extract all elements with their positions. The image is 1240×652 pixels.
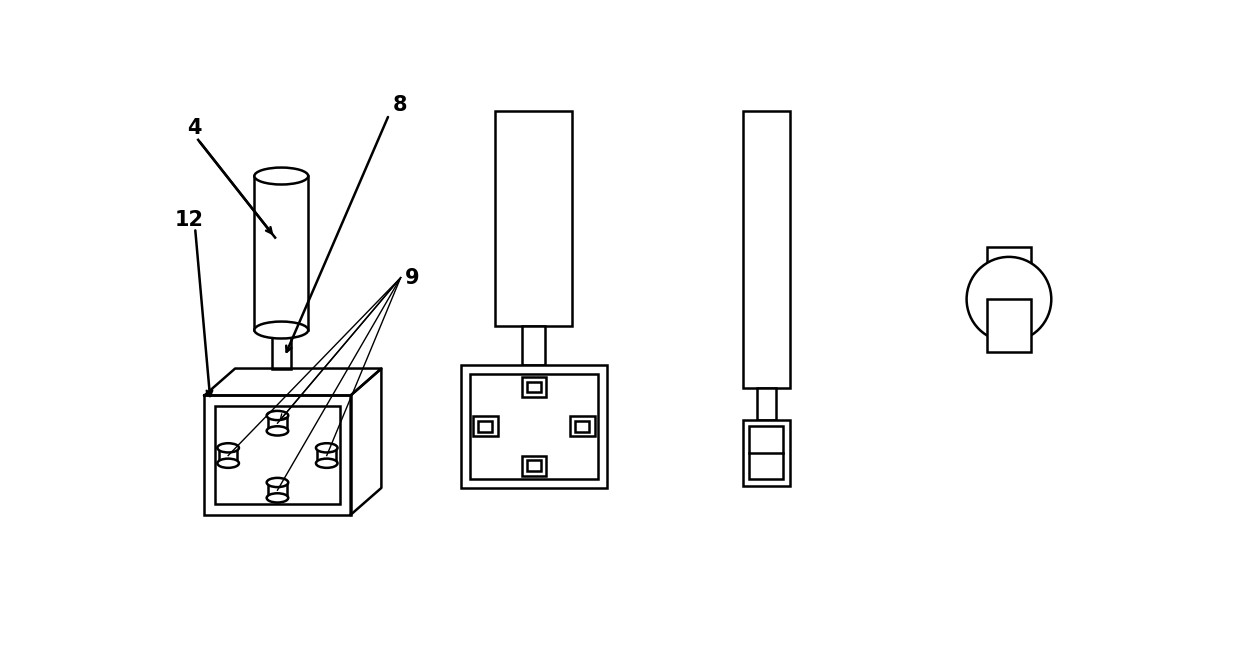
- Ellipse shape: [267, 411, 288, 420]
- Bar: [254, 176, 309, 330]
- Bar: [461, 364, 608, 488]
- Ellipse shape: [254, 321, 309, 338]
- Ellipse shape: [316, 458, 337, 468]
- Bar: [575, 421, 589, 432]
- Bar: [470, 374, 598, 479]
- Bar: [495, 111, 573, 326]
- Bar: [522, 456, 546, 475]
- Text: 12: 12: [175, 210, 205, 230]
- Ellipse shape: [217, 443, 239, 452]
- Ellipse shape: [267, 494, 288, 503]
- Bar: [743, 111, 790, 388]
- Bar: [317, 448, 336, 463]
- Bar: [268, 482, 286, 498]
- Bar: [527, 381, 541, 393]
- Text: 4: 4: [187, 117, 202, 138]
- Bar: [219, 448, 237, 463]
- Bar: [268, 415, 286, 431]
- Ellipse shape: [217, 458, 239, 468]
- Bar: [272, 330, 290, 368]
- Text: 9: 9: [404, 268, 419, 288]
- Bar: [743, 420, 790, 486]
- Ellipse shape: [254, 168, 309, 185]
- Bar: [570, 416, 595, 436]
- Bar: [749, 426, 784, 479]
- Ellipse shape: [267, 478, 288, 487]
- Bar: [472, 416, 497, 436]
- Text: 8: 8: [393, 95, 408, 115]
- Bar: [758, 388, 776, 420]
- Bar: [215, 406, 340, 504]
- Bar: [522, 326, 546, 364]
- Bar: [527, 460, 541, 471]
- Bar: [987, 299, 1032, 351]
- Ellipse shape: [967, 257, 1052, 342]
- Ellipse shape: [316, 443, 337, 452]
- Ellipse shape: [267, 426, 288, 436]
- Bar: [987, 247, 1032, 299]
- Bar: [522, 377, 546, 397]
- Bar: [479, 421, 492, 432]
- Bar: [205, 396, 351, 515]
